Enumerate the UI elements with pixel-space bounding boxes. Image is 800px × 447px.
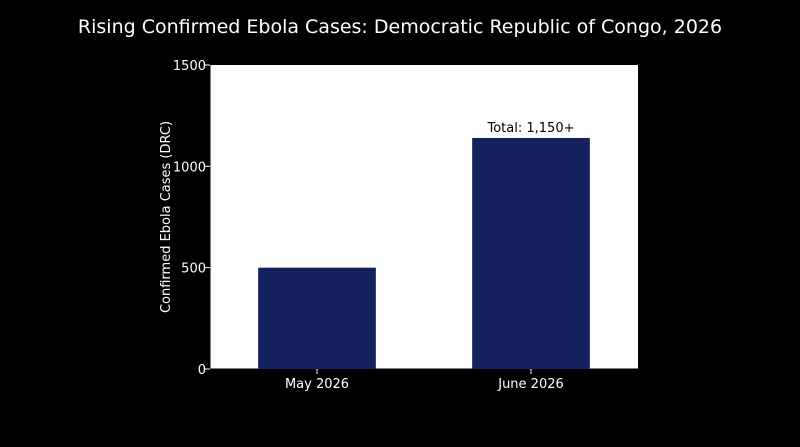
chart-title: Rising Confirmed Ebola Cases: Democratic… [78, 16, 722, 38]
y-ticks-group: 0 500 1000 1500 [173, 59, 210, 378]
x-ticks-group: May 2026 June 2026 [285, 369, 564, 392]
y-tick-label: 1000 [173, 160, 206, 175]
y-tick-label: 0 [198, 363, 206, 378]
y-tick-label: 1500 [173, 59, 206, 74]
data-labels-group: Total: 1,150+ [487, 121, 575, 136]
x-tick-label: May 2026 [285, 377, 349, 392]
x-tick-label: June 2026 [497, 377, 564, 392]
bar-june-2026 [472, 137, 590, 369]
bar-data-label: Total: 1,150+ [487, 121, 575, 136]
y-tick-label: 500 [181, 262, 206, 277]
bars-group [258, 137, 590, 369]
bar-may-2026 [258, 267, 376, 369]
y-axis-label: Confirmed Ebola Cases (DRC) [159, 121, 174, 313]
